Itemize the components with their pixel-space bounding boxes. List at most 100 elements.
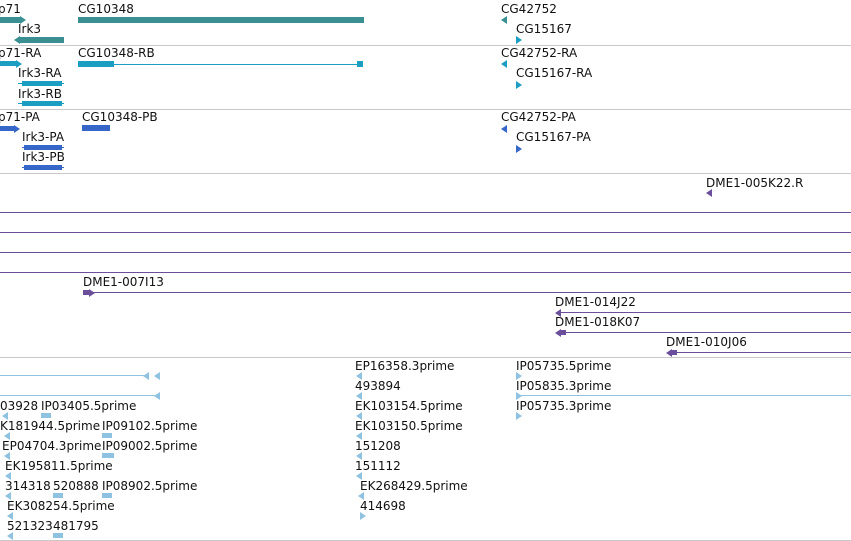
mrna-arrow-cg42752-ra[interactable] [501,60,507,68]
gene-feature-irk3[interactable] [19,37,64,43]
protein-feature-cg10348-pb[interactable] [82,125,110,131]
est-arrow [516,392,522,400]
est-label: EK268429.5prime [360,479,468,493]
mrna-label-p71-ra: p71-RA [0,46,42,60]
clone-block-dme1-010j06[interactable] [671,350,677,355]
gene-label-irk3: Irk3 [18,22,42,36]
clone-line-dme1-007i13[interactable] [89,292,851,293]
mrna-label-irk3-ra: Irk3-RA [18,66,62,80]
est-label: EK103150.5prime [355,419,463,433]
est-arrow [154,392,160,400]
mrna-exons-irk3-ra[interactable] [22,81,62,86]
est-line[interactable] [521,395,851,396]
est-arrow[interactable] [5,472,11,480]
est-line[interactable] [0,395,160,396]
clone-line[interactable] [0,232,851,233]
gene-track: p71 Irk3 CG10348 CG42752 CG15167 [0,0,851,45]
est-arrow[interactable] [4,452,10,460]
clone-line-dme1-010j06[interactable] [677,352,851,353]
est-arrow[interactable] [356,472,362,480]
protein-arrow-p71-pa [14,125,20,133]
clone-line[interactable] [0,272,851,273]
est-feature[interactable] [102,493,112,498]
est-label: IP09002.5prime [102,439,198,453]
est-arrow[interactable] [360,512,366,520]
est-label: 521323 [7,519,53,533]
mrna-exons-irk3-rb[interactable] [22,101,62,106]
mrna-label-cg15167-ra: CG15167-RA [516,66,593,80]
protein-label-cg15167-pa: CG15167-PA [516,130,591,144]
mrna-intron-cg10348-rb [114,64,358,65]
est-arrow[interactable] [356,392,362,400]
est-label: 03928 [0,399,39,413]
est-label: IP03405.5prime [41,399,137,413]
mrna-label-cg10348-rb: CG10348-RB [78,46,155,60]
mrna-exon-cg10348-rb-start[interactable] [78,61,114,67]
protein-feature-p71-pa[interactable] [0,126,14,131]
est-arrow[interactable] [356,412,362,420]
est-label: 414698 [360,499,406,513]
mrna-exon-cg10348-rb-end[interactable] [357,61,363,67]
est-feature[interactable] [102,433,112,438]
est-label: EP04704.3prime [2,439,102,453]
gene-arrow-irk3 [14,36,20,44]
gene-label-cg15167: CG15167 [516,22,572,36]
clone-arrow-dme1-005k22[interactable] [706,189,712,197]
mrna-feature-p71-ra[interactable] [0,61,16,66]
protein-track: p71-PA Irk3-PA Irk3-PB CG10348-PB CG4275… [0,110,851,173]
clone-line[interactable] [0,252,851,253]
est-label: IP05835.3prime [516,379,612,393]
gene-arrow-cg15167[interactable] [516,36,522,44]
clone-start-dme1-007i13[interactable] [83,290,89,295]
est-label: 314318 [5,479,51,493]
clone-line-dme1-014j22[interactable] [560,312,851,313]
est-label: IP05735.3prime [516,399,612,413]
est-arrow[interactable] [516,412,522,420]
clone-line[interactable] [0,212,851,213]
est-label: 520888 [53,479,99,493]
est-arrow [154,372,160,380]
est-label: IP09102.5prime [102,419,198,433]
est-arrow[interactable] [356,372,362,380]
est-feature[interactable] [53,493,63,498]
protein-arrow-cg15167-pa[interactable] [516,145,522,153]
clone-arrow-dme1-010j06 [666,349,672,357]
est-feature[interactable] [102,453,114,458]
est-arrow[interactable] [5,492,11,500]
protein-exons-irk3-pa[interactable] [24,145,62,150]
clone-arrow-dme1-007i13 [89,289,95,297]
gene-feature-p71[interactable] [0,17,20,23]
clone-label-dme1-018k07: DME1-018K07 [555,315,641,329]
clone-label-dme1-010j06: DME1-010J06 [666,335,747,349]
gene-arrow-cg42752[interactable] [501,16,507,24]
clone-label-dme1-007i13: DME1-007I13 [83,275,164,289]
est-arrow[interactable] [4,432,10,440]
est-feature[interactable] [41,413,51,418]
est-label: 151112 [355,459,401,473]
est-arrow[interactable] [358,492,364,500]
est-label: 151208 [355,439,401,453]
est-track: 03928 IP03405.5prime K181944.5prime IP09… [0,358,851,540]
mrna-arrow-cg15167-ra[interactable] [516,81,522,89]
mrna-label-irk3-rb: Irk3-RB [18,87,62,101]
clone-line-dme1-018k07[interactable] [566,332,851,333]
protein-label-cg42752-pa: CG42752-PA [501,110,576,124]
est-arrow[interactable] [7,512,13,520]
protein-exons-irk3-pb[interactable] [24,165,62,170]
est-feature[interactable] [53,533,63,538]
est-arrow[interactable] [7,532,13,540]
clone-label-dme1-005k22: DME1-005K22.R [706,176,804,190]
clone-block-dme1-018k07[interactable] [560,330,566,335]
est-label: 493894 [355,379,401,393]
protein-arrow-cg42752-pa[interactable] [501,125,507,133]
est-arrow[interactable] [2,412,8,420]
est-arrow[interactable] [356,432,362,440]
est-arrow[interactable] [356,452,362,460]
clone-arrow-dme1-018k07 [555,329,561,337]
track-separator [0,45,851,46]
est-arrow[interactable] [516,372,522,380]
est-line[interactable] [0,375,148,376]
est-arrow [143,372,149,380]
gene-feature-cg10348[interactable] [78,17,364,23]
